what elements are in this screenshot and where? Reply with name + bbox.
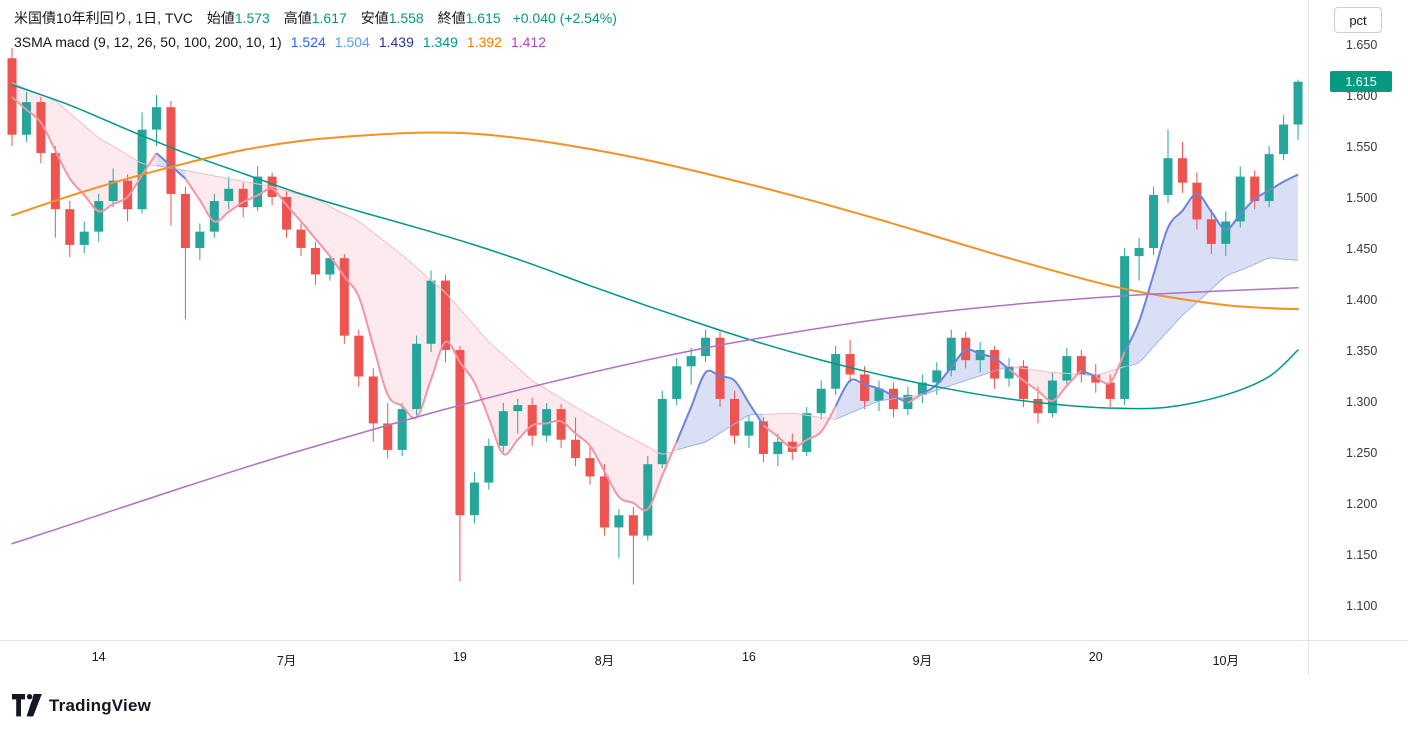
price-tick-label: 1.250: [1346, 446, 1378, 460]
time-scale[interactable]: 14 7月 19 8月 16 9月 20 10月: [0, 641, 1308, 673]
indicator-name: 3SMA macd (9, 12, 26, 50, 100, 200, 10, …: [14, 34, 282, 50]
price-tick-label: 1.600: [1346, 89, 1378, 103]
candlestick-chart[interactable]: [0, 0, 1308, 675]
price-tick-label: 1.100: [1346, 599, 1378, 613]
price-axis-divider: [1308, 0, 1309, 675]
price-tick-label: 1.400: [1346, 293, 1378, 307]
time-tick-label: 8月: [594, 654, 615, 668]
high-label: 高値: [283, 10, 312, 26]
time-axis-divider: [0, 640, 1408, 641]
indicator-value: 1.349: [422, 34, 458, 50]
low-value: 1.558: [388, 10, 424, 26]
last-price-tag: 1.615: [1330, 71, 1392, 93]
indicator-value: 1.524: [290, 34, 326, 50]
symbol-header: 米国債10年利回り, 1日, TVC 始値1.573 高値1.617 安値1.5…: [14, 8, 617, 28]
time-tick-label: 14: [91, 650, 106, 664]
open-value: 1.573: [234, 10, 270, 26]
change-value: +0.040 (+2.54%): [512, 10, 617, 26]
price-tick-label: 1.350: [1346, 344, 1378, 358]
symbol-title: 米国債10年利回り, 1日, TVC: [14, 10, 193, 26]
time-tick-label: 9月: [912, 654, 933, 668]
high-value: 1.617: [311, 10, 347, 26]
time-tick-label: 19: [452, 650, 467, 664]
time-tick-label: 16: [741, 650, 756, 664]
price-tick-label: 1.450: [1346, 242, 1378, 256]
price-tick-label: 1.550: [1346, 140, 1378, 154]
unit-toggle-button[interactable]: pct: [1334, 7, 1382, 33]
price-tick-label: 1.150: [1346, 548, 1378, 562]
price-scale[interactable]: pct 1.650 1.600 1.550 1.500 1.450 1.400 1.350 1…: [1308, 0, 1408, 675]
time-tick-label: 10月: [1212, 654, 1239, 668]
indicator-value: 1.439: [378, 34, 414, 50]
indicator-legend: 3SMA macd (9, 12, 26, 50, 100, 200, 10, …: [14, 34, 546, 50]
close-value: 1.615: [465, 10, 501, 26]
tradingview-wordmark: TradingView: [49, 695, 152, 715]
indicator-value: 1.412: [510, 34, 547, 50]
tradingview-logo[interactable]: TradingView: [12, 694, 151, 717]
time-tick-label: 7月: [276, 654, 297, 668]
close-label: 終値: [437, 10, 466, 26]
price-tick-label: 1.300: [1346, 395, 1378, 409]
price-tick-label: 1.650: [1346, 38, 1378, 52]
price-tick-label: 1.200: [1346, 497, 1378, 511]
indicator-values: 1.524 1.504 1.439 1.349 1.392 1.412: [282, 34, 546, 50]
low-label: 安値: [360, 10, 389, 26]
time-tick-label: 20: [1088, 650, 1103, 664]
price-tick-label: 1.500: [1346, 191, 1378, 205]
indicator-value: 1.504: [334, 34, 370, 50]
open-label: 始値: [206, 10, 235, 26]
indicator-value: 1.392: [466, 34, 502, 50]
tradingview-mark-icon: [12, 694, 42, 717]
